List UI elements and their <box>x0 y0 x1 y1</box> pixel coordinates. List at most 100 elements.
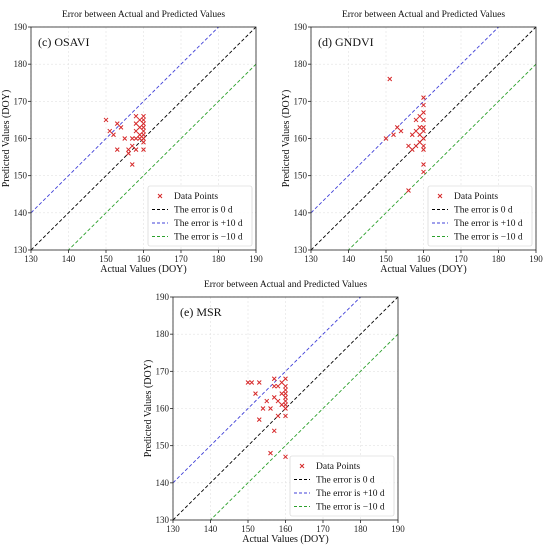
y-tick-label: 130 <box>294 245 308 255</box>
data-point <box>279 391 285 396</box>
legend-marker-points <box>299 463 305 469</box>
data-point <box>256 417 262 423</box>
data-point <box>268 450 273 456</box>
data-point <box>253 391 258 396</box>
panel-2: 130 140 150 160 170 180 190 130 140 150 160 170 180 1… <box>281 10 543 275</box>
data-point <box>417 132 423 138</box>
x-axis-label: Actual Values (DOY) <box>100 264 186 275</box>
legend-entry: The error is +10 d <box>174 219 243 229</box>
data-point <box>421 162 426 167</box>
data-point <box>256 380 262 385</box>
data-point <box>126 151 131 156</box>
data-point <box>141 121 146 126</box>
data-point <box>141 139 146 145</box>
data-point <box>271 428 277 434</box>
data-point <box>141 124 146 130</box>
data-point <box>271 394 277 400</box>
legend-entry: The error is −10 d <box>316 503 385 513</box>
data-point <box>133 147 139 153</box>
data-point <box>129 162 135 167</box>
data-point <box>271 376 277 382</box>
y-tick-label: 150 <box>14 171 28 181</box>
data-point <box>406 143 411 149</box>
data-point <box>283 398 288 404</box>
data-point <box>409 132 415 138</box>
x-tick-label: 130 <box>304 254 318 264</box>
data-point <box>141 128 146 134</box>
data-point <box>271 383 277 389</box>
x-tick-label: 180 <box>212 254 226 264</box>
data-point <box>126 147 131 153</box>
data-point <box>383 136 389 141</box>
line-error-plus10 <box>311 27 500 214</box>
x-tick-label: 160 <box>137 254 151 264</box>
data-point <box>141 113 146 119</box>
data-point <box>421 102 426 108</box>
data-point <box>421 117 426 123</box>
panel-label: (e) MSR <box>180 305 222 319</box>
data-point <box>111 132 116 138</box>
y-tick-label: 190 <box>294 22 308 32</box>
x-tick-label: 140 <box>342 254 356 264</box>
panel-1: 130 140 150 160 170 180 190 130 140 150 160 170 180 1… <box>1 10 263 275</box>
y-tick-label: 140 <box>14 208 28 218</box>
data-point <box>275 383 281 389</box>
data-point <box>417 113 423 119</box>
data-point <box>275 413 281 419</box>
data-point <box>398 128 404 134</box>
legend-entry: The error is 0 d <box>316 476 375 486</box>
y-tick-label: 190 <box>14 22 28 32</box>
y-tick-label: 170 <box>156 366 170 376</box>
chart-title: Error between Actual and Predicted Value… <box>342 10 505 20</box>
x-tick-label: 130 <box>24 254 38 264</box>
legend-entry: The error is +10 d <box>316 489 385 499</box>
x-tick-label: 180 <box>354 524 368 534</box>
x-tick-label: 190 <box>529 254 543 264</box>
data-point <box>118 124 124 130</box>
y-tick-label: 180 <box>294 59 308 69</box>
legend-entry: Data Points <box>454 192 498 202</box>
y-axis-label: Predicted Values (DOY) <box>281 90 292 188</box>
data-point <box>421 128 426 134</box>
data-point <box>129 143 135 149</box>
data-point <box>114 147 120 153</box>
data-point <box>133 128 139 134</box>
y-tick-label: 160 <box>156 404 170 414</box>
data-point <box>107 128 113 134</box>
data-point <box>283 454 288 460</box>
legend-entry: The error is 0 d <box>454 206 513 216</box>
data-point <box>137 117 143 123</box>
data-point <box>264 398 270 404</box>
data-point <box>249 380 255 385</box>
data-point <box>122 136 128 141</box>
x-tick-label: 170 <box>174 254 188 264</box>
data-point <box>137 132 143 138</box>
x-tick-label: 180 <box>492 254 506 264</box>
data-point <box>417 139 423 145</box>
x-axis-label: Actual Values (DOY) <box>242 534 328 545</box>
data-point <box>103 117 109 123</box>
panel-label: (c) OSAVI <box>38 35 89 49</box>
data-point <box>387 76 393 82</box>
data-point <box>283 387 288 393</box>
x-tick-label: 190 <box>249 254 263 264</box>
data-point <box>413 143 419 149</box>
y-tick-label: 180 <box>14 59 28 69</box>
data-point <box>137 136 143 141</box>
data-point <box>141 132 146 138</box>
data-point <box>133 121 139 126</box>
data-point <box>283 383 288 389</box>
data-point <box>279 402 285 408</box>
line-error-0 <box>31 27 256 250</box>
data-point <box>133 113 139 119</box>
legend-entry: The error is 0 d <box>174 206 233 216</box>
data-point <box>114 121 120 126</box>
y-tick-label: 130 <box>156 515 170 525</box>
panel-label: (d) GNDVI <box>318 35 374 49</box>
data-point <box>421 136 426 141</box>
y-tick-label: 160 <box>14 134 28 144</box>
line-error-0 <box>173 297 398 520</box>
data-point <box>245 380 251 385</box>
y-tick-label: 130 <box>14 245 28 255</box>
data-point <box>137 124 143 130</box>
